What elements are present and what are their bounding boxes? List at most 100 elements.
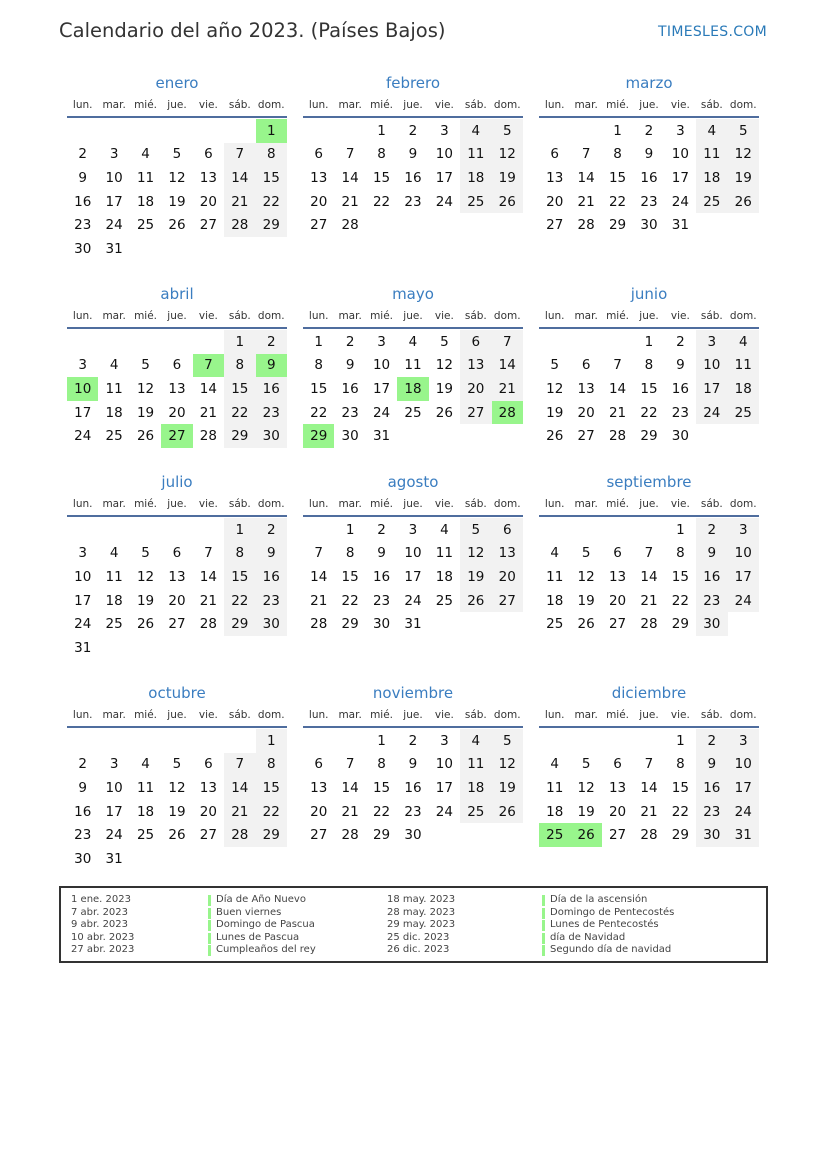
empty-cell xyxy=(67,330,98,354)
day-cell: 25 xyxy=(105,616,123,633)
legend-holiday-name: Buen viernes xyxy=(216,906,282,918)
weekday-label: mié. xyxy=(370,498,394,510)
weekday-label: vie. xyxy=(434,498,454,510)
day-cell: 13 xyxy=(199,779,217,796)
day-cell: 29 xyxy=(640,428,658,445)
day-cell: 24 xyxy=(105,217,123,234)
weekday-header: lun. mar. mié. jue. vie. sáb. dom. xyxy=(67,493,287,515)
day-cell: 22 xyxy=(372,193,391,210)
day-cell: 20 xyxy=(310,193,328,210)
day-cell: 16 xyxy=(341,380,359,397)
day-cell: 5 xyxy=(440,333,449,350)
day-cell: 26 xyxy=(168,217,186,234)
empty-cell xyxy=(130,729,161,753)
day-cell: 26 xyxy=(136,428,155,445)
site-link[interactable]: TIMESLES.COM xyxy=(658,24,767,40)
day-cell: 14 xyxy=(341,169,359,186)
day-cell: 10 xyxy=(727,752,759,777)
day-cell: 18 xyxy=(546,803,564,820)
weekday-label: dom. xyxy=(729,709,757,721)
weekday-header: lun. mar. mié. jue. vie. sáb. dom. xyxy=(539,305,759,327)
day-cell: 2 xyxy=(377,521,386,538)
day-cell: 3 xyxy=(440,122,449,139)
day-cell: 3 xyxy=(727,518,759,542)
day-cell: 8 xyxy=(613,146,622,163)
weekday-label: lun. xyxy=(72,310,93,322)
day-cell: 22 xyxy=(310,404,328,421)
weekday-label: vie. xyxy=(198,498,218,510)
weekday-label: jue. xyxy=(167,99,187,111)
day-cell: 26 xyxy=(491,189,523,214)
day-cell: 22 xyxy=(640,404,658,421)
weekday-label: dom. xyxy=(493,310,521,322)
day-cell: 13 xyxy=(491,541,523,566)
weekday-label: lun. xyxy=(544,498,565,510)
day-cell: 23 xyxy=(372,592,391,609)
day-cell: 24 xyxy=(435,193,453,210)
month-title: marzo xyxy=(625,74,673,92)
weekday-header: lun. mar. mié. jue. vie. sáb. dom. xyxy=(67,305,287,327)
day-cell: 23 xyxy=(640,193,658,210)
day-cell: 19 xyxy=(577,803,595,820)
weekday-label: vie. xyxy=(198,310,218,322)
weekday-label: vie. xyxy=(198,99,218,111)
month-title: abril xyxy=(160,285,194,303)
empty-cell xyxy=(161,119,192,143)
weekday-label: vie. xyxy=(434,99,454,111)
day-grid: 1 2 3 4 5 6 7 8 9 10 11 12 13 14 15 16 17 18 19 20 21 22 23 24 2… xyxy=(67,330,287,448)
day-cell: 19 xyxy=(491,776,523,800)
day-cell: 18 xyxy=(105,592,123,609)
day-cell: 19 xyxy=(546,404,564,421)
day-cell: 3 xyxy=(676,122,685,139)
day-cell: 27 xyxy=(310,827,328,844)
day-cell: 25 xyxy=(696,189,728,214)
day-cell: 6 xyxy=(204,756,213,773)
month-noviembre: noviembre lun. mar. mié. jue. vie. sáb. dom. 1 2 3… xyxy=(303,682,523,847)
day-cell: 27 xyxy=(491,588,523,613)
holiday-color-marker xyxy=(208,945,211,956)
day-cell: 13 xyxy=(168,380,186,397)
day-cell: 11 xyxy=(460,142,492,167)
day-cell: 3 xyxy=(78,357,87,374)
day-cell: 20 xyxy=(491,565,523,589)
day-cell: 30 xyxy=(255,612,287,636)
divider xyxy=(303,116,523,118)
day-cell: 17 xyxy=(74,592,92,609)
legend-holiday-name: Domingo de Pentecostés xyxy=(550,906,675,918)
day-cell: 13 xyxy=(310,169,328,186)
day-cell: 27 xyxy=(460,400,492,425)
weekday-label: jue. xyxy=(403,498,423,510)
day-cell: 18 xyxy=(460,166,492,190)
day-cell: 27 xyxy=(310,217,328,234)
day-cell: 23 xyxy=(696,799,728,824)
day-cell: 11 xyxy=(136,169,155,186)
day-cell: 2 xyxy=(255,518,287,542)
day-cell: 26 xyxy=(136,616,155,633)
day-cell: 14 xyxy=(199,380,217,397)
day-cell: 1 xyxy=(377,122,386,139)
day-cell: 16 xyxy=(74,803,92,820)
day-cell: 20 xyxy=(310,803,328,820)
day-cell: 8 xyxy=(314,357,323,374)
day-cell: 21 xyxy=(199,592,217,609)
day-cell: 11 xyxy=(105,380,123,397)
day-cell: 6 xyxy=(550,146,559,163)
day-cell: 11 xyxy=(546,568,564,585)
day-cell: 8 xyxy=(377,146,386,163)
empty-cell xyxy=(539,330,570,354)
weekday-label: vie. xyxy=(670,498,690,510)
day-cell: 24 xyxy=(404,592,422,609)
day-cell: 12 xyxy=(136,380,155,397)
divider xyxy=(67,726,287,728)
day-cell: 17 xyxy=(696,377,728,401)
weekday-label: sáb. xyxy=(700,99,723,111)
empty-cell xyxy=(193,729,224,753)
day-cell: 1 xyxy=(676,732,685,749)
weekday-label: mar. xyxy=(102,709,126,721)
weekday-header: lun. mar. mié. jue. vie. sáb. dom. xyxy=(303,305,523,327)
day-cell: 16 xyxy=(255,377,287,401)
day-cell: 27 xyxy=(546,217,564,234)
day-cell: 7 xyxy=(204,545,213,562)
weekday-label: jue. xyxy=(639,99,659,111)
